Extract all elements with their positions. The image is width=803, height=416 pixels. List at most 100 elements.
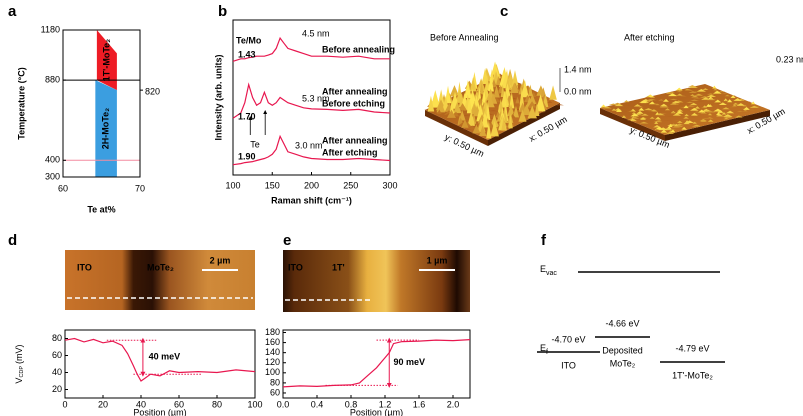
kpfm-image: [65, 250, 255, 310]
afm-peak: [649, 116, 655, 119]
afm-peak: [712, 85, 717, 89]
afm-peak: [701, 97, 711, 100]
afm-peak: [699, 107, 707, 109]
energy-value: -4.70 eV: [551, 334, 585, 344]
afm-peak: [527, 105, 537, 119]
afm-peak: [727, 99, 733, 103]
afm-peak: [718, 102, 727, 106]
afm-peak: [693, 90, 698, 92]
afm-peak: [696, 88, 706, 92]
afm-peak: [521, 104, 532, 116]
afm-peak: [615, 109, 623, 112]
region-label: 1T': [332, 262, 345, 272]
z-label: 1.4 nm: [564, 64, 592, 74]
afm-peak: [462, 129, 472, 130]
annotation: After annealing: [322, 86, 388, 96]
x-tick-label: 0.0: [277, 399, 290, 409]
afm-peak: [732, 102, 739, 105]
energy-symbol-main: E: [540, 343, 546, 353]
afm-peak: [467, 110, 476, 126]
y-tick-label: 80: [52, 333, 62, 343]
afm-peak: [664, 108, 671, 111]
afm-side: [600, 108, 665, 141]
panel-label: b: [218, 3, 227, 20]
afm-peak: [481, 110, 489, 128]
afm-peak: [671, 126, 681, 128]
afm-peak: [638, 107, 645, 111]
energy-symbol-main: E: [540, 264, 546, 274]
energy-symbol: Evac: [540, 264, 557, 276]
afm-peak: [705, 103, 711, 107]
afm-peak: [736, 103, 746, 106]
afm-peak: [659, 105, 670, 108]
afm-peak: [722, 107, 730, 110]
afm-peak: [722, 114, 733, 117]
afm-peak: [676, 90, 683, 93]
afm-peak: [675, 103, 680, 105]
afm-peak: [655, 113, 666, 116]
afm-peak: [652, 108, 657, 110]
y-label-symbol: V: [14, 378, 24, 384]
afm-peak: [688, 90, 695, 92]
x-tick-label: 0.8: [345, 399, 358, 409]
afm-peak: [723, 117, 729, 120]
afm-peak: [485, 102, 491, 121]
afm-peak: [485, 95, 495, 108]
afm-peak: [658, 99, 665, 101]
afm-peak: [490, 120, 499, 137]
afm-peak: [734, 115, 743, 118]
y-tick-label: 880: [45, 74, 60, 84]
x-tick-label: 1.2: [379, 399, 392, 409]
annotation: 40 meV: [149, 352, 181, 362]
scalebar-label: 2 µm: [210, 255, 231, 265]
x-tick-label: 1.6: [413, 399, 426, 409]
y-tick-label: 140: [265, 347, 280, 357]
afm-peak: [706, 93, 715, 95]
afm-peak: [653, 124, 661, 128]
afm-peak: [724, 94, 730, 97]
afm-peak: [633, 104, 642, 107]
x-axis-label: Position (µm): [133, 407, 186, 416]
image-title: After etching: [624, 32, 675, 42]
afm-peak: [683, 121, 690, 125]
x-tick-label: 150: [265, 180, 280, 190]
panel-label: a: [8, 3, 17, 20]
afm-peak: [501, 117, 507, 131]
boundary-label: 820: [145, 87, 160, 97]
phase-region: [96, 30, 117, 91]
afm-peak: [694, 106, 701, 109]
afm-peak: [701, 117, 709, 119]
afm-peak: [430, 90, 441, 108]
afm-peak: [694, 93, 704, 96]
y-axis-label: VCDP (mV): [14, 344, 25, 383]
afm-peak: [722, 116, 733, 119]
x-tick-label: 80: [212, 399, 222, 409]
afm-peak: [436, 101, 446, 113]
afm-peak: [458, 110, 466, 121]
afm-peak: [659, 103, 668, 107]
afm-peak: [749, 105, 760, 108]
region-label: MoTe₂: [147, 262, 174, 272]
material-name: MoTe₂: [610, 358, 636, 368]
afm-peak: [707, 113, 713, 116]
afm-peak: [718, 90, 726, 93]
afm-peak: [690, 99, 699, 101]
x-tick-label: 200: [304, 180, 319, 190]
series-label: 1.70: [238, 111, 256, 121]
y-tick-label: 40: [52, 367, 62, 377]
afm-peak: [689, 102, 698, 106]
afm-peak: [702, 105, 708, 108]
x-tick-label: 20: [98, 399, 108, 409]
afm-peak: [679, 119, 689, 121]
afm-peak: [701, 114, 710, 116]
afm-peak: [437, 109, 442, 114]
afm-peak: [640, 117, 647, 120]
afm-peak: [527, 84, 533, 97]
afm-peak: [469, 77, 477, 92]
y-tick-label: 60: [270, 387, 280, 397]
afm-peak: [678, 129, 688, 131]
afm-peak: [681, 126, 687, 130]
afm-peak: [466, 96, 472, 114]
afm-peak: [476, 78, 486, 92]
afm-peak: [690, 112, 698, 116]
